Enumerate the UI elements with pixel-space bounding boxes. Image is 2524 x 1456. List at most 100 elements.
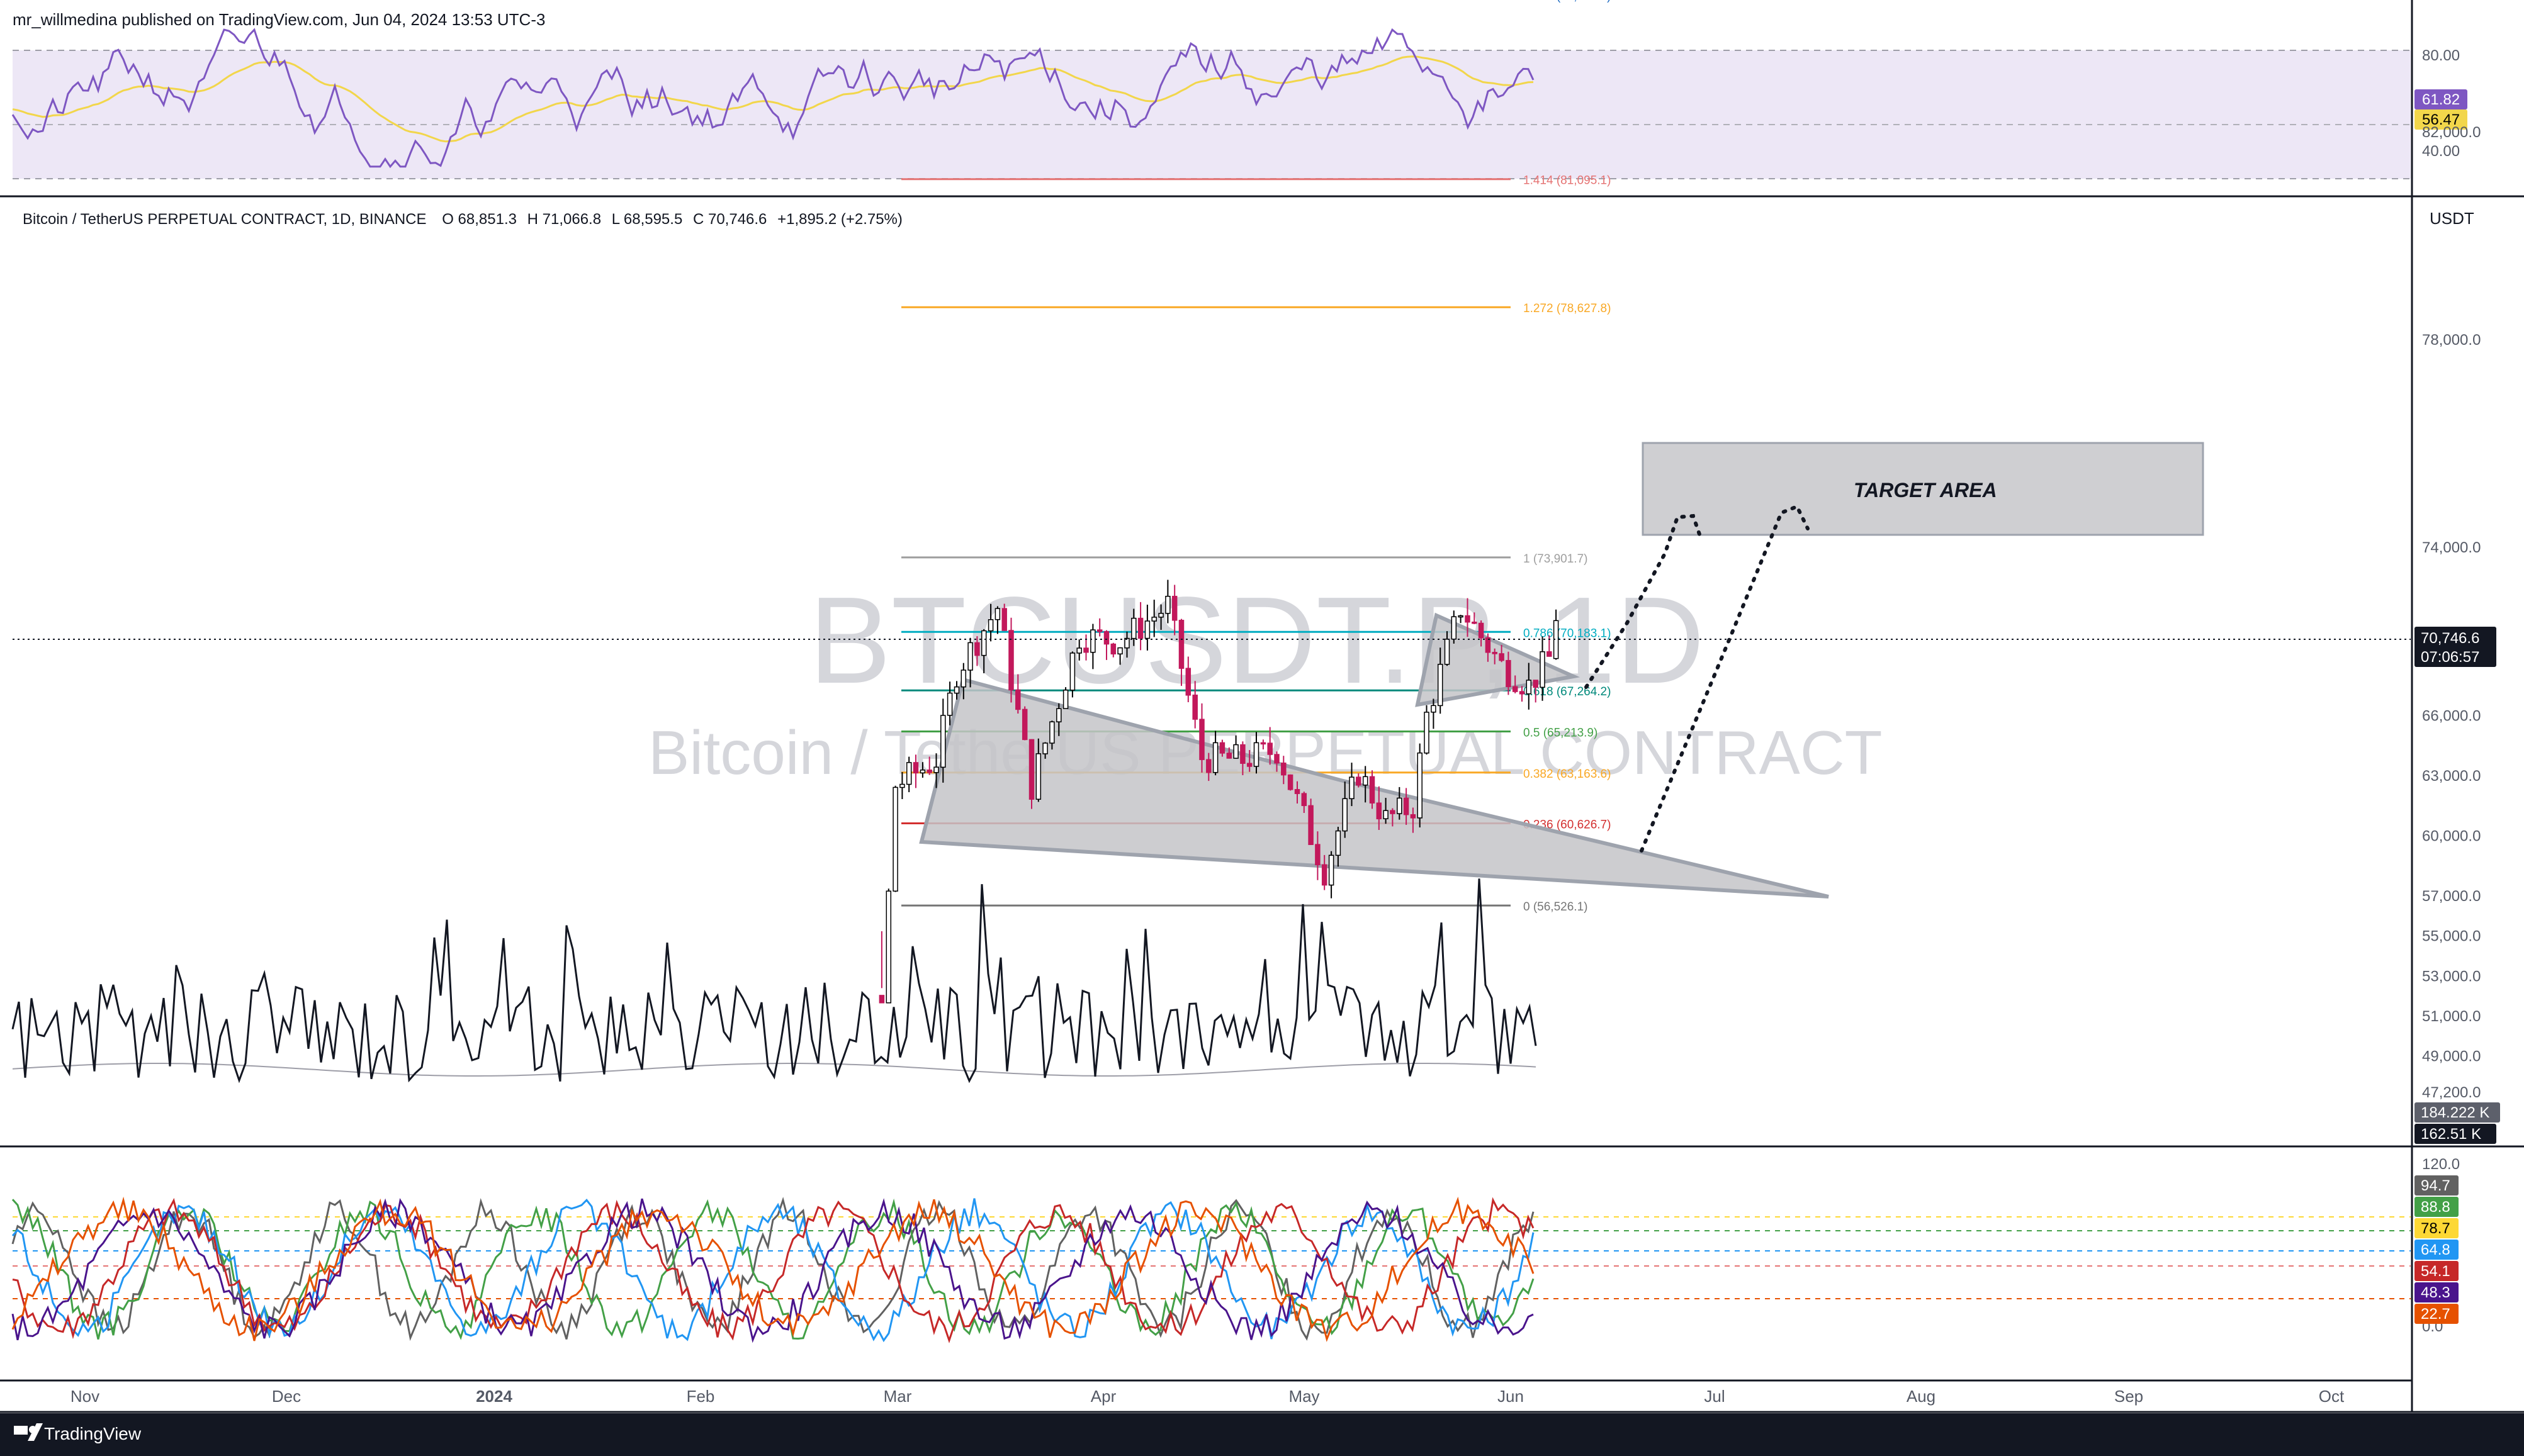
osc-badge: 78.7: [2421, 1220, 2450, 1237]
candle-body: [1342, 798, 1348, 832]
fib-level-label: 0 (56,526.1): [1523, 900, 1587, 914]
candle-body: [1335, 830, 1341, 856]
candle-body: [1137, 617, 1144, 639]
rsi-value-badge-bg: [2414, 89, 2467, 109]
rsi-panel: 80.00 40.00 61.82 56.47: [11, 28, 2467, 179]
bar-countdown: 07:06:57: [2421, 649, 2479, 666]
triangle-shape[interactable]: [919, 677, 1829, 899]
osc-line: [11, 1198, 1535, 1343]
candle-body: [967, 642, 973, 671]
candle-body: [1431, 705, 1436, 713]
target-area-rect[interactable]: [1642, 442, 2204, 536]
time-axis[interactable]: Nov Dec 2024 Feb Mar Apr May Jun Jul Aug Sep Oct: [70, 1387, 2345, 1406]
candle-body: [1151, 617, 1157, 622]
candle-body: [940, 715, 946, 768]
candle-body: [1301, 793, 1307, 807]
candle-body: [1376, 802, 1382, 820]
open-value: 68,851.3: [458, 211, 517, 228]
candle-body: [1512, 686, 1518, 692]
candle-body: [1028, 739, 1035, 800]
fib-level-label: 1.414 (81,095.1): [1523, 174, 1611, 188]
osc-badge: 94.7: [2421, 1177, 2450, 1194]
candle-body: [974, 642, 980, 656]
candle-body: [1492, 652, 1497, 654]
price-tick: 47,200.0: [2422, 1084, 2481, 1101]
price-tick: 49,000.0: [2422, 1048, 2481, 1065]
footer-brand[interactable]: TradingView: [44, 1424, 142, 1443]
time-tick: Nov: [70, 1387, 99, 1406]
projection-paths[interactable]: [1584, 504, 1810, 853]
candle-body: [1110, 643, 1117, 655]
candle-body: [1240, 744, 1246, 764]
candle-body: [1246, 763, 1253, 767]
candle-body: [1158, 613, 1164, 618]
candle-body: [1171, 595, 1178, 621]
time-tick: Apr: [1091, 1387, 1117, 1406]
fib-level-label: 0.618 (67,264.2): [1523, 685, 1611, 698]
candle-body: [994, 608, 1001, 620]
osc-badge-bg: [2414, 1175, 2459, 1196]
time-tick: Dec: [272, 1387, 301, 1406]
candle-body: [899, 783, 905, 788]
candle-body: [1294, 789, 1300, 794]
time-tick: 2024: [476, 1387, 512, 1406]
footer-bar: [0, 1413, 2524, 1456]
fib-level-label: 0.786 (70,183.1): [1523, 627, 1611, 640]
candle-body: [1124, 637, 1130, 649]
candle-body: [1178, 620, 1185, 669]
candle-body: [879, 995, 885, 1004]
candle-body: [1499, 653, 1504, 661]
tradingview-logo-icon[interactable]: [14, 1423, 43, 1441]
candle-body: [1035, 753, 1042, 800]
osc-badge: 54.1: [2421, 1263, 2450, 1280]
high-value: 71,066.8: [543, 211, 601, 228]
candle-body: [1042, 742, 1048, 754]
time-tick: Jul: [1704, 1387, 1725, 1406]
candle-body: [1437, 664, 1443, 707]
osc-badge-bg: [2414, 1261, 2459, 1281]
candle-body: [1103, 631, 1110, 645]
publisher-text[interactable]: mr_willmedina published on TradingView.c…: [13, 10, 545, 29]
fib-level-label: 1.272 (78,627.8): [1523, 302, 1611, 315]
rsi-ma-badge-bg: [2414, 109, 2467, 130]
price-axis-unit: USDT: [2430, 209, 2474, 228]
candle-body: [1192, 694, 1198, 720]
osc-badge: 48.3: [2421, 1284, 2450, 1301]
rsi-tick-40: 40.00: [2422, 143, 2460, 160]
candle-body: [954, 686, 960, 694]
candle-body: [1410, 814, 1416, 819]
projection-path-2[interactable]: [1640, 504, 1810, 853]
symbol-legend[interactable]: Bitcoin / TetherUS PERPETUAL CONTRACT, 1…: [23, 211, 903, 228]
candle-body: [1390, 810, 1395, 814]
candle-body: [1117, 647, 1123, 655]
rsi-ma-line: [12, 55, 1534, 143]
osc-line: [11, 1198, 1534, 1343]
price-tick: 57,000.0: [2422, 888, 2481, 905]
price-tick: 66,000.0: [2422, 708, 2481, 725]
candle-body: [1533, 680, 1538, 688]
candle-body: [1281, 762, 1287, 776]
candle-body: [1417, 752, 1423, 819]
target-area-box[interactable]: TARGET AREA: [1642, 442, 2204, 536]
candle-body: [1022, 708, 1028, 741]
candles: [879, 580, 1559, 1004]
volume-badge-2: 162.51 K: [2421, 1126, 2481, 1143]
candle-body: [1090, 629, 1096, 653]
rsi-band: [13, 50, 2411, 179]
candle-body: [920, 770, 926, 774]
rsi-ma-badge: 56.47: [2422, 111, 2460, 128]
candle-body: [1472, 621, 1477, 624]
candle-body: [1069, 652, 1076, 691]
osc-badge: 64.8: [2421, 1241, 2450, 1258]
target-area-label: TARGET AREA: [1854, 479, 1997, 501]
price-tick: 55,000.0: [2422, 928, 2481, 945]
candle-body: [961, 669, 967, 688]
candle-body: [1001, 608, 1007, 631]
candle-body: [1049, 721, 1055, 744]
osc-badge: 22.7: [2421, 1306, 2450, 1323]
time-tick: Jun: [1497, 1387, 1524, 1406]
rsi-value-badge: 61.82: [2422, 91, 2460, 108]
price-axis[interactable]: USDT 100,000.095,000.090,000.086,000.082…: [2422, 0, 2489, 1101]
candle-body: [1424, 712, 1429, 754]
osc-tick-120: 120.0: [2422, 1156, 2460, 1173]
